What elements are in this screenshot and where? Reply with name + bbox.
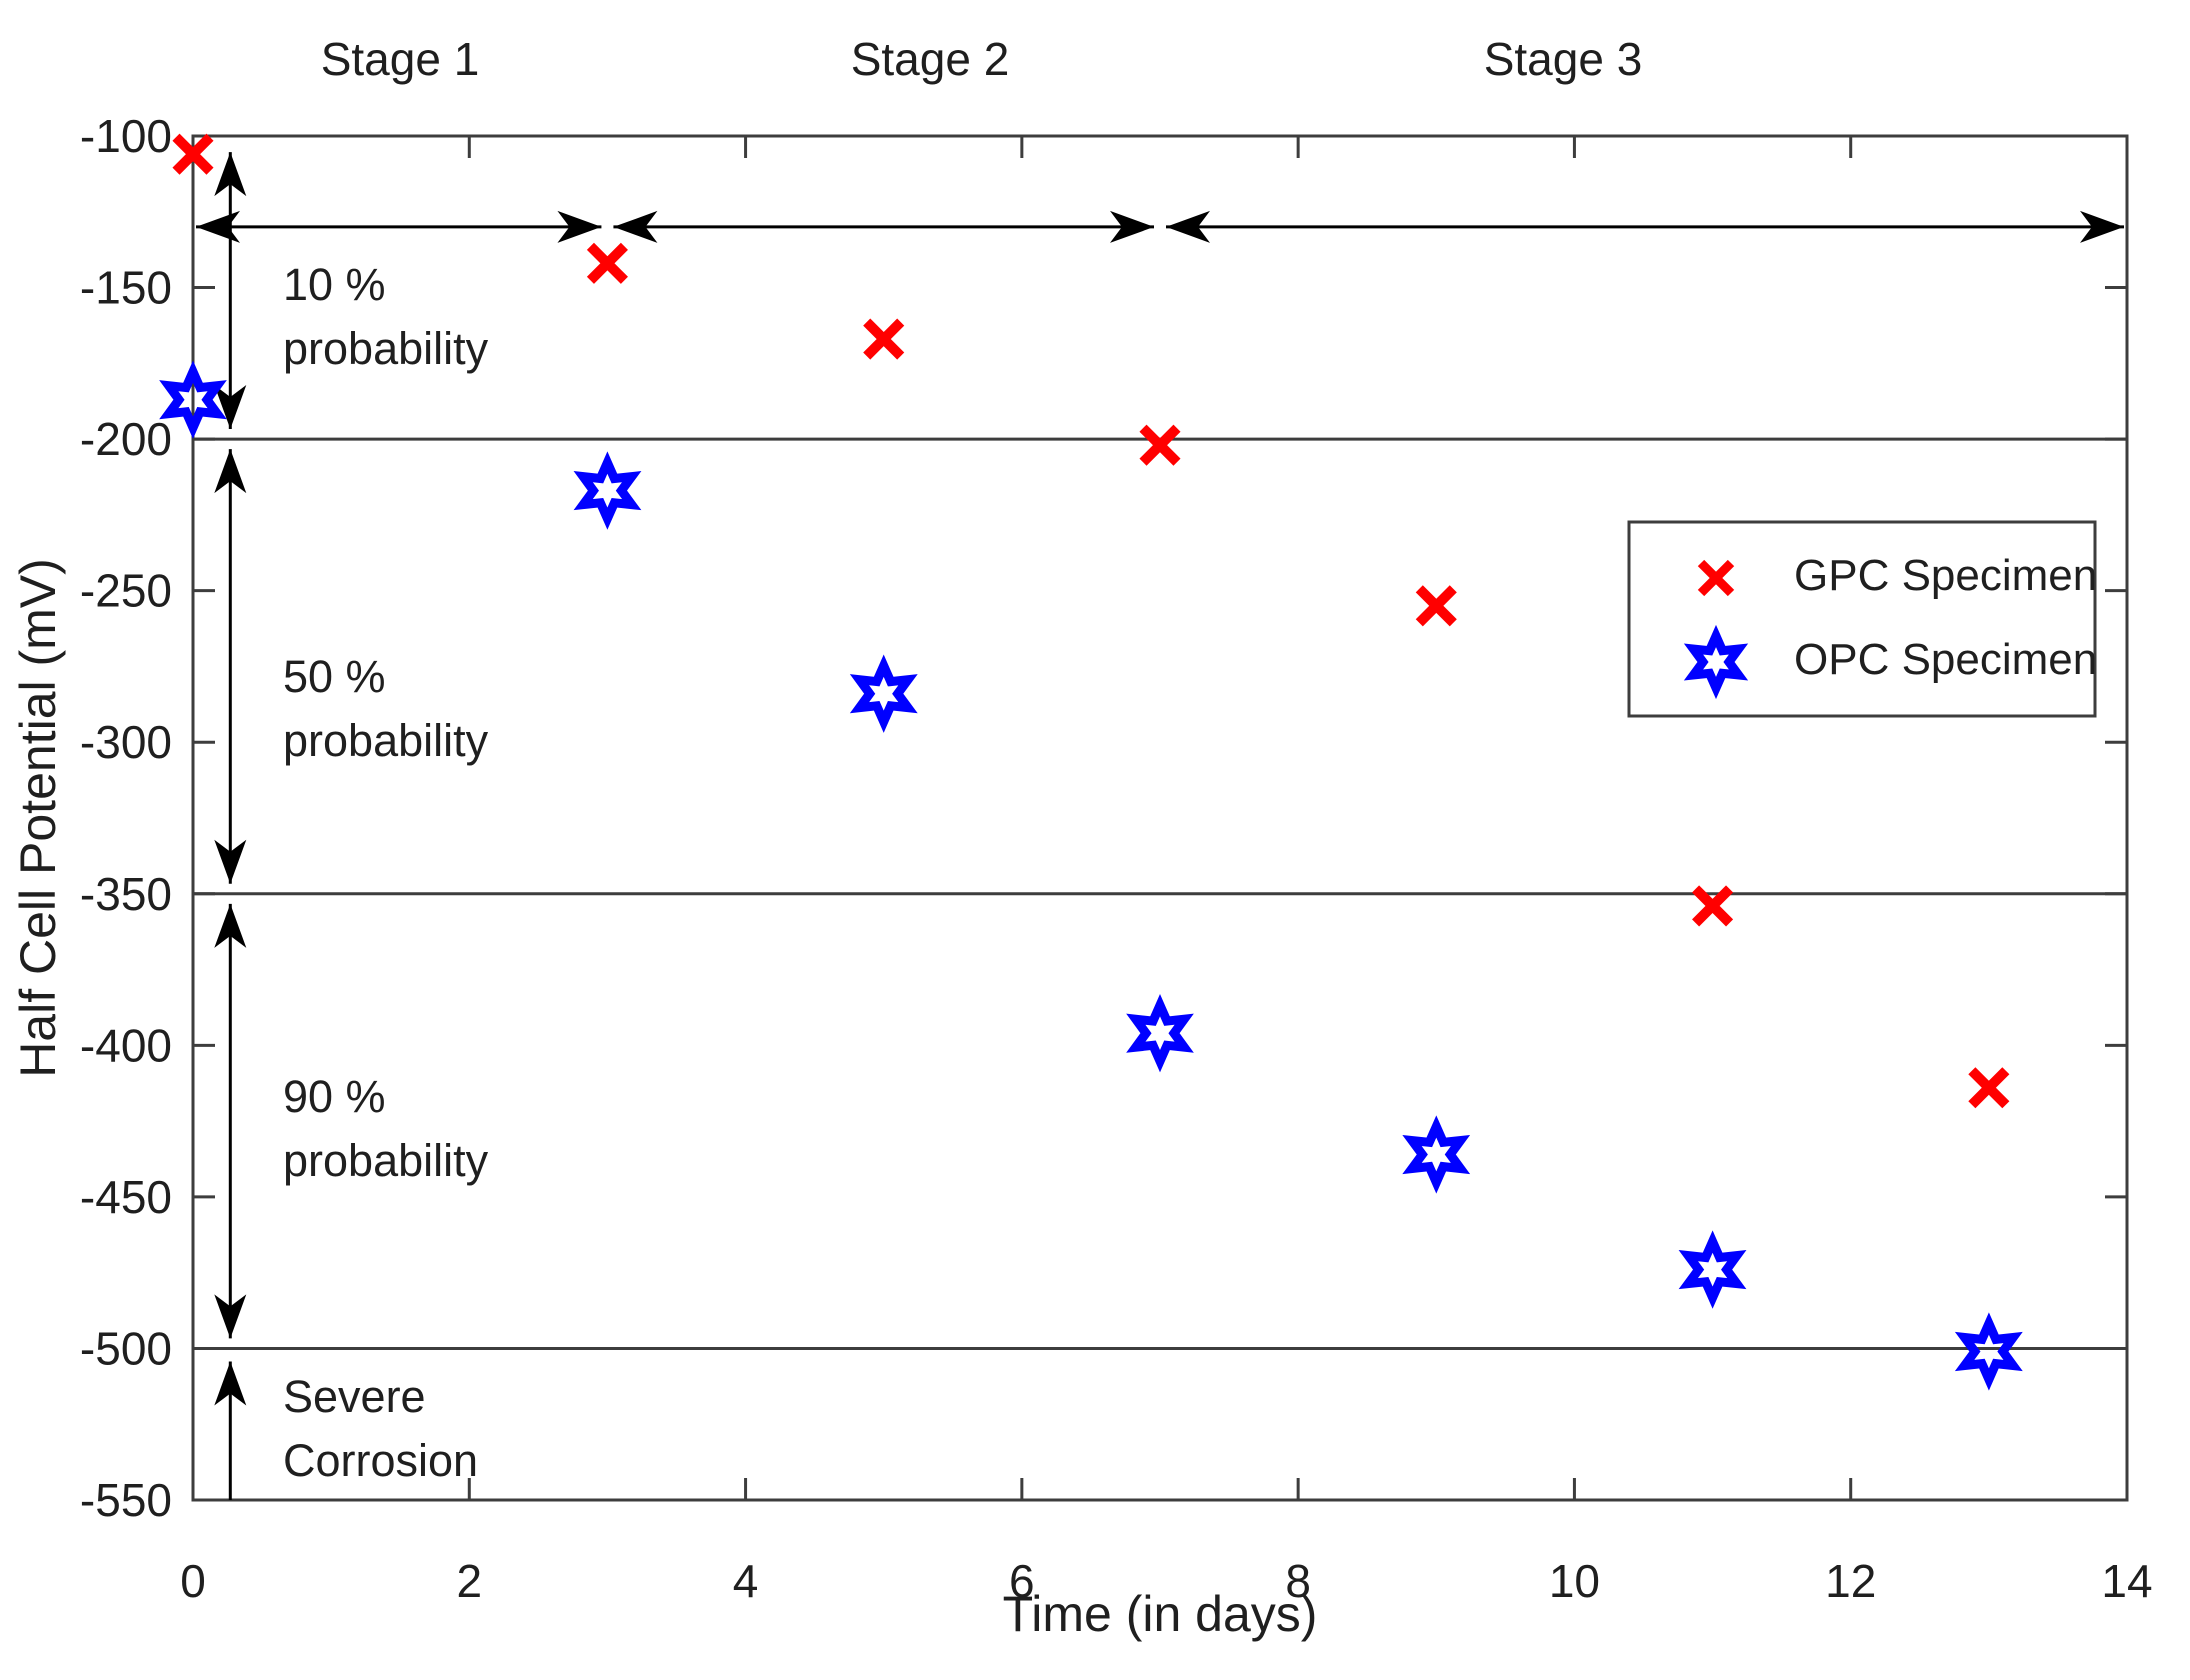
stage-arrow-3-head <box>2080 210 2124 243</box>
region-label-90pct-line1: 90 % <box>283 1071 386 1122</box>
y-tick-label: -200 <box>80 413 172 465</box>
legend-label-gpc: GPC Specimen <box>1794 551 2098 600</box>
region-label-50pct: 50 % probability <box>283 645 488 773</box>
opc-data-point <box>1126 994 1194 1073</box>
region-label-90pct-line2: probability <box>283 1135 489 1186</box>
gpc-data-point <box>1415 585 1457 627</box>
opc-data-point <box>159 360 227 439</box>
stage-2-label: Stage 2 <box>850 33 1010 85</box>
x-tick-label: 2 <box>456 1555 482 1607</box>
y-tick-label: -300 <box>80 716 172 768</box>
region-label-90pct: 90 % probability <box>283 1065 488 1193</box>
gpc-data-point <box>586 242 628 284</box>
plot-box <box>191 134 2129 1502</box>
gpc-data-point <box>863 318 905 360</box>
y-axis-title: Half Cell Potential (mV) <box>10 558 66 1078</box>
y-tick-label: -150 <box>80 262 172 314</box>
opc-data-point <box>1678 1230 1747 1309</box>
y-tick-label: -500 <box>80 1322 172 1374</box>
opc-data-point <box>573 451 642 530</box>
stage-3-label: Stage 3 <box>1483 33 1643 85</box>
region-label-10pct: 10 % probability <box>283 253 488 381</box>
y-tick-label: -100 <box>80 110 172 162</box>
x-tick-label: 4 <box>733 1555 759 1607</box>
legend-label-opc: OPC Specimen <box>1794 635 2098 684</box>
y-tick-label: -550 <box>80 1474 172 1526</box>
gpc-data-point <box>1968 1067 2010 1109</box>
x-axis-title: Time (in days) <box>1002 1586 1318 1642</box>
gpc-data-point <box>1139 424 1181 466</box>
x-tick-label: 10 <box>1549 1555 1600 1607</box>
x-tick-label: 14 <box>2101 1555 2152 1607</box>
stage-arrow-3-head <box>1166 210 1210 243</box>
region-label-10pct-line2: probability <box>283 323 489 374</box>
gpc-data-point <box>172 133 214 175</box>
region-label-50pct-line2: probability <box>283 715 489 766</box>
stage-arrow-1-head <box>557 210 602 243</box>
region-label-severe: Severe Corrosion <box>283 1365 478 1493</box>
x-tick-label: 0 <box>180 1555 206 1607</box>
x-tick-label: 6 <box>1009 1555 1035 1607</box>
x-tick-label: 8 <box>1285 1555 1311 1607</box>
y-tick-label: -450 <box>80 1171 172 1223</box>
stage-arrow-2-head <box>613 210 658 243</box>
x-tick-label: 12 <box>1825 1555 1876 1607</box>
probability-range-arrow-4-head <box>214 1361 247 1406</box>
legend-box <box>1627 520 2097 718</box>
gpc-data-point <box>1692 885 1734 927</box>
region-label-severe-line2: Corrosion <box>283 1435 479 1486</box>
probability-range-arrow-1-head <box>214 152 247 197</box>
probability-range-arrow-1-head <box>214 385 247 430</box>
opc-data-point <box>1954 1312 2023 1391</box>
probability-range-arrow-2-head <box>214 449 247 494</box>
stage-1-label: Stage 1 <box>320 33 480 85</box>
region-label-50pct-line1: 50 % <box>283 651 386 702</box>
legend-marker-gpc <box>1697 559 1735 597</box>
y-tick-label: -250 <box>80 565 172 617</box>
region-label-severe-line1: Severe <box>283 1371 426 1422</box>
y-tick-label: -400 <box>80 1019 172 1071</box>
probability-range-arrow-2-head <box>214 839 247 884</box>
y-tick-label: -350 <box>80 868 172 920</box>
opc-data-point <box>1402 1115 1471 1194</box>
legend-marker-opc <box>1683 624 1749 700</box>
region-label-10pct-line1: 10 % <box>283 259 386 310</box>
opc-data-point <box>849 654 918 733</box>
probability-range-arrow-3-head <box>214 903 247 948</box>
probability-range-arrow-3-head <box>214 1294 247 1339</box>
stage-arrow-2-head <box>1110 210 1154 243</box>
